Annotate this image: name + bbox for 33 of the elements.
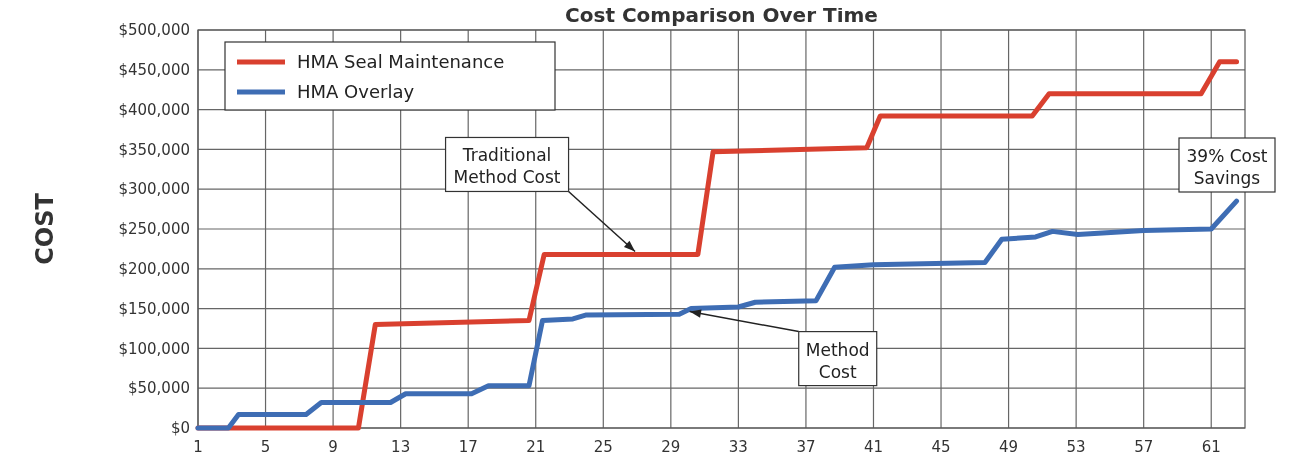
x-tick-label: 53 (1066, 438, 1086, 456)
x-tick-label: 21 (526, 438, 546, 456)
y-axis-title: COST (31, 192, 59, 265)
x-tick-label: 33 (728, 438, 748, 456)
y-tick-label: $150,000 (118, 299, 190, 318)
x-tick-label: 9 (328, 438, 338, 456)
y-tick-label: $450,000 (118, 61, 190, 80)
legend-label: HMA Overlay (297, 81, 415, 103)
x-tick-label: 1 (193, 438, 203, 456)
legend-label: HMA Seal Maintenance (297, 51, 505, 73)
y-tick-label: $200,000 (118, 260, 190, 279)
y-tick-label: $250,000 (118, 220, 190, 239)
x-tick-label: 57 (1134, 438, 1154, 456)
x-tick-label: 37 (796, 438, 816, 456)
y-tick-label: $500,000 (118, 21, 190, 40)
x-tick-label: 5 (260, 438, 271, 456)
x-tick-label: 17 (458, 438, 478, 456)
x-tick-label: 61 (1201, 438, 1221, 456)
y-tick-label: $100,000 (118, 339, 190, 358)
y-tick-label: $400,000 (118, 100, 190, 119)
annotation: Method Cost (805, 339, 870, 382)
x-tick-label: 13 (391, 438, 411, 456)
x-tick-label: 49 (999, 438, 1019, 456)
y-tick-label: $50,000 (127, 379, 190, 398)
y-tick-label: $300,000 (118, 180, 190, 199)
x-tick-label: 29 (661, 438, 681, 456)
y-tick-label: $350,000 (118, 140, 190, 159)
x-tick-label: 41 (863, 438, 884, 456)
x-tick-label: 25 (593, 438, 613, 456)
annotation: Traditional Method Cost (453, 145, 561, 188)
y-tick-label: $0 (170, 419, 190, 438)
annotation: 39% Cost Savings (1186, 146, 1268, 188)
x-tick-label: 45 (931, 438, 951, 456)
